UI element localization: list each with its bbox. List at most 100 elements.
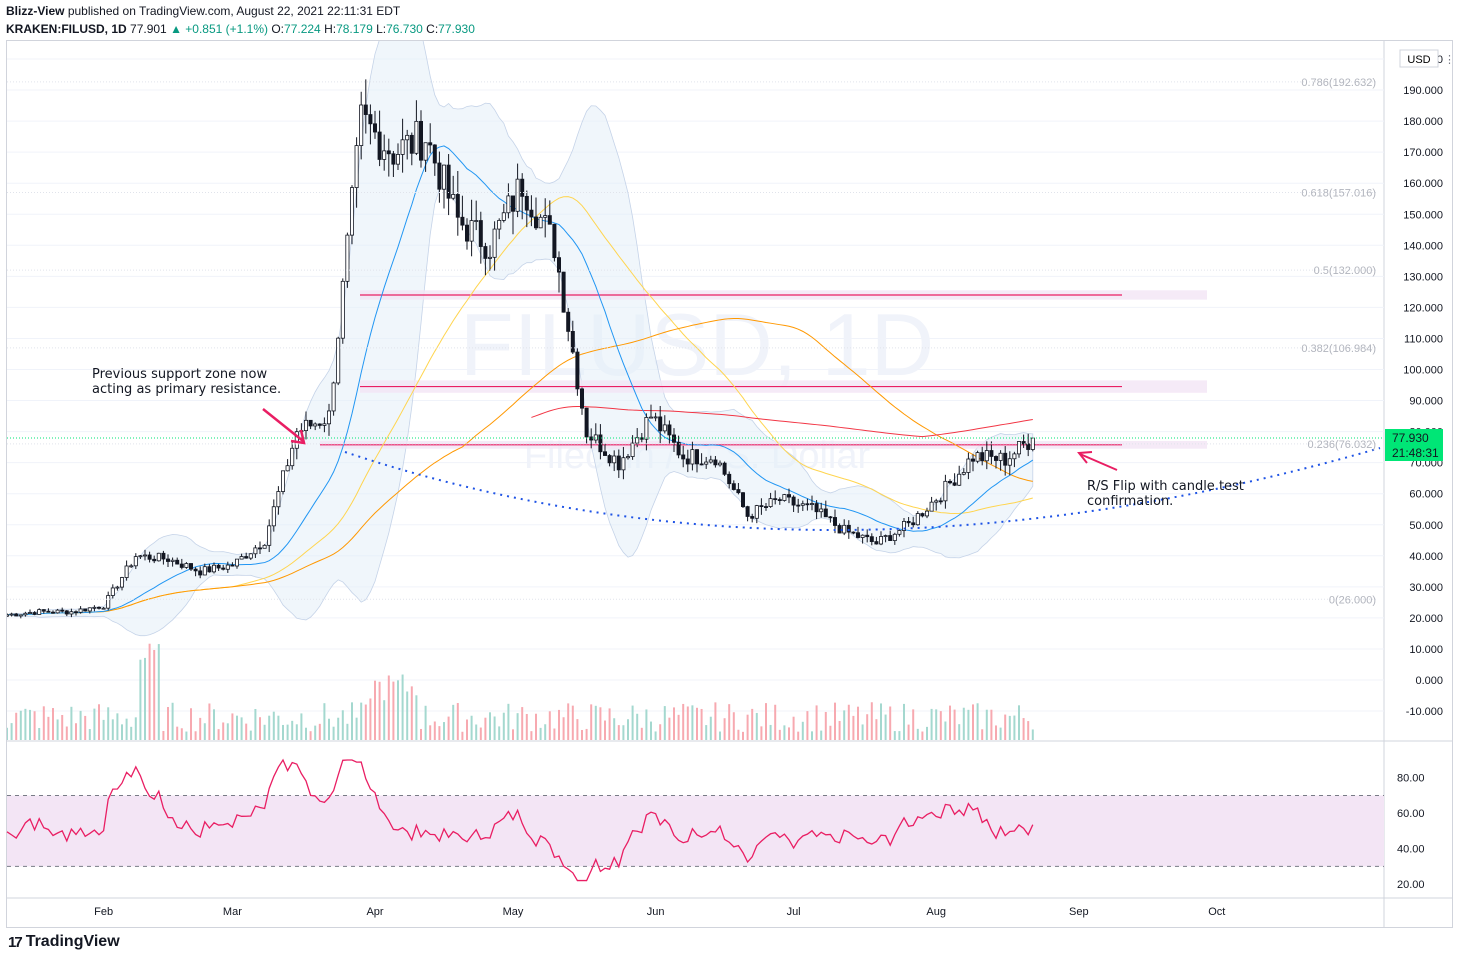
candle-body bbox=[455, 194, 460, 218]
menu-dots-icon[interactable]: ⋮ bbox=[1444, 54, 1455, 66]
volume-bar bbox=[254, 708, 257, 740]
volume-bar bbox=[686, 706, 689, 740]
candle-body bbox=[736, 489, 741, 494]
volume-bar bbox=[157, 644, 160, 740]
candle-body bbox=[681, 454, 686, 460]
volume-bars bbox=[7, 643, 1034, 740]
candle-body bbox=[833, 517, 838, 526]
volume-bar bbox=[433, 721, 436, 740]
volume-bar bbox=[203, 723, 206, 740]
currency-label[interactable]: USD ⋮ bbox=[1399, 49, 1455, 68]
tradingview-logo[interactable]: 17 TradingView bbox=[8, 933, 120, 951]
candle-body bbox=[938, 500, 943, 503]
candle-body bbox=[234, 558, 239, 567]
candle-body bbox=[768, 498, 773, 507]
candle-body bbox=[207, 566, 212, 573]
candle-body bbox=[598, 434, 603, 453]
candle-body bbox=[906, 521, 911, 524]
fib-label: 0.382(106.984) bbox=[1301, 343, 1376, 355]
candle-body bbox=[349, 187, 354, 236]
candle-body bbox=[561, 271, 566, 313]
volume-bar bbox=[778, 729, 781, 740]
left-annotation-arrow bbox=[262, 408, 306, 445]
volume-bar bbox=[263, 724, 266, 740]
volume-bar bbox=[792, 716, 795, 740]
volume-bar bbox=[654, 731, 657, 740]
candle-body bbox=[285, 465, 290, 472]
candle-body bbox=[879, 536, 884, 545]
candle-body bbox=[570, 331, 575, 353]
volume-bar bbox=[318, 723, 321, 740]
price-label: 40.000 bbox=[1409, 551, 1443, 563]
price-label: 180.000 bbox=[1403, 116, 1443, 128]
volume-bar bbox=[1004, 714, 1007, 740]
volume-bar bbox=[944, 721, 947, 740]
candle-body bbox=[782, 494, 787, 501]
volume-bar bbox=[38, 727, 41, 740]
candle-body bbox=[823, 508, 828, 518]
candle-body bbox=[745, 506, 750, 517]
candle-body bbox=[998, 452, 1003, 461]
volume-bar bbox=[461, 731, 464, 740]
volume-bar bbox=[139, 659, 142, 740]
volume-bar bbox=[714, 702, 717, 740]
volume-bar bbox=[889, 706, 892, 740]
rounding-bottom-curve bbox=[344, 447, 1381, 531]
volume-bar bbox=[548, 711, 551, 740]
candle-body bbox=[510, 195, 515, 212]
candle-body bbox=[874, 541, 879, 545]
volume-bar bbox=[401, 674, 404, 740]
fib-label: 0.5(132.000) bbox=[1314, 265, 1376, 277]
candle-body bbox=[722, 462, 727, 475]
volume-bar bbox=[967, 709, 970, 740]
volume-bar bbox=[452, 704, 455, 740]
price-label: 60.000 bbox=[1409, 489, 1443, 501]
volume-bar bbox=[65, 726, 68, 740]
candle-body bbox=[230, 564, 235, 567]
volume-bar bbox=[286, 724, 289, 740]
volume-bar bbox=[640, 727, 643, 740]
candle-body bbox=[377, 131, 382, 160]
candle-body bbox=[428, 142, 433, 146]
volume-bar bbox=[576, 719, 579, 740]
volume-bar bbox=[788, 727, 790, 740]
volume-bar bbox=[420, 728, 422, 740]
fib-label: 0.236(76.032) bbox=[1308, 439, 1377, 451]
volume-bar bbox=[493, 716, 496, 740]
candle-body bbox=[593, 434, 598, 441]
volume-bar bbox=[755, 712, 758, 740]
chart-frame[interactable] bbox=[6, 40, 1453, 928]
volume-bar bbox=[811, 731, 813, 740]
volume-bar bbox=[323, 703, 326, 740]
volume-bar bbox=[737, 729, 740, 740]
volume-bar bbox=[116, 713, 119, 740]
candle-body bbox=[64, 610, 69, 615]
candle-body bbox=[704, 461, 709, 465]
candle-body bbox=[699, 463, 704, 466]
volume-bar bbox=[783, 725, 786, 740]
candle-body bbox=[948, 480, 953, 484]
candle-body bbox=[543, 215, 548, 218]
volume-bar bbox=[374, 680, 376, 740]
candle-body bbox=[667, 424, 672, 436]
volume-bar bbox=[291, 720, 294, 740]
volume-bar bbox=[314, 725, 317, 740]
volume-bar bbox=[222, 722, 225, 740]
volume-bar bbox=[636, 713, 639, 740]
volume-bar bbox=[921, 731, 924, 740]
price-label: 130.000 bbox=[1403, 271, 1443, 283]
volume-bar bbox=[245, 723, 248, 740]
candle-body bbox=[138, 555, 143, 558]
volume-bar bbox=[847, 704, 850, 740]
volume-bar bbox=[185, 731, 188, 740]
volume-bar bbox=[498, 726, 501, 740]
candle-body bbox=[676, 441, 681, 456]
candle-body bbox=[957, 473, 962, 486]
volume-bar bbox=[926, 726, 928, 740]
candle-body bbox=[391, 153, 396, 165]
volume-bar bbox=[406, 691, 409, 740]
time-label: Mar bbox=[223, 906, 242, 918]
candle-body bbox=[741, 492, 746, 508]
volume-bar bbox=[134, 717, 137, 740]
